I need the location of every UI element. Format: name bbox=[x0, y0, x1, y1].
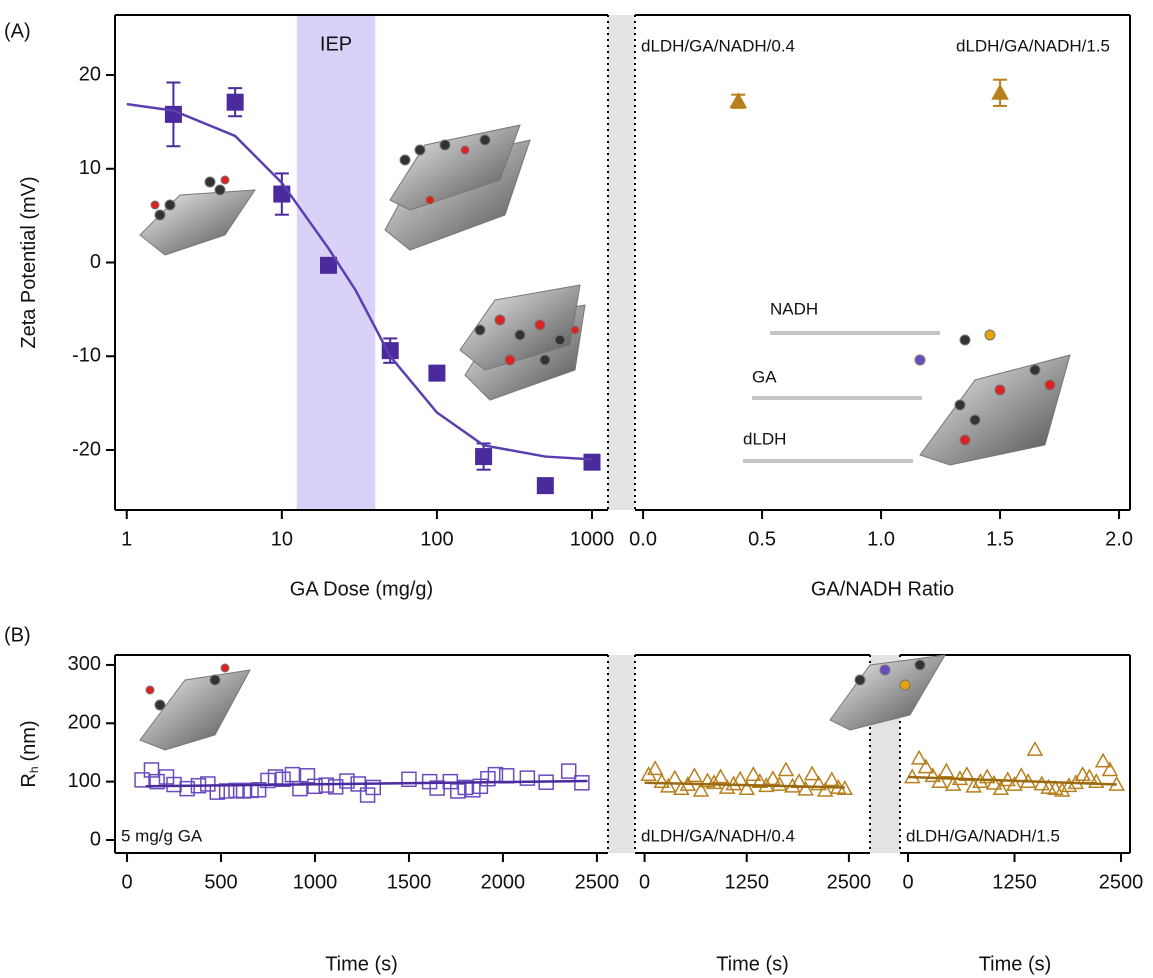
annotation: dLDH/GA/NADH/0.4 bbox=[641, 36, 795, 55]
data-point bbox=[227, 94, 243, 110]
data-point bbox=[321, 257, 337, 273]
x-tick-label: 10 bbox=[271, 528, 293, 550]
y-axis-label-main: Zeta Potential (mV) bbox=[18, 176, 40, 348]
x-tick-label: 0 bbox=[902, 871, 913, 893]
annotation: dLDH/GA/NADH/1.5 bbox=[956, 36, 1110, 55]
figure: (A) (B) IEP1101001000-20-1001020GA Dose … bbox=[0, 0, 1153, 978]
x-axis-label: Time (s) bbox=[716, 953, 789, 975]
illustration-label: GA bbox=[752, 367, 777, 386]
x-tick-label: 0.0 bbox=[629, 528, 657, 550]
data-point bbox=[575, 776, 589, 790]
x-tick-label: 2500 bbox=[575, 871, 620, 893]
y-axis-label: Zeta Potential (mV) bbox=[18, 176, 40, 348]
y-tick-label: 200 bbox=[68, 712, 101, 734]
x-tick-label: 2000 bbox=[481, 871, 526, 893]
data-point bbox=[1103, 763, 1117, 776]
y-tick-label: 10 bbox=[79, 157, 101, 179]
x-tick-label: 0 bbox=[121, 871, 132, 893]
data-point bbox=[805, 767, 819, 780]
y-tick-label: 300 bbox=[68, 653, 101, 675]
panel-label: (A) bbox=[4, 20, 31, 42]
x-tick-label: 2500 bbox=[1099, 871, 1144, 893]
y-tick-label: 0 bbox=[90, 828, 101, 850]
y-tick-label: -20 bbox=[72, 438, 101, 460]
x-axis-label: GA/NADH Ratio bbox=[811, 578, 954, 600]
plate bbox=[140, 190, 255, 255]
data-point bbox=[1028, 743, 1042, 756]
plate bbox=[920, 355, 1070, 465]
data-point bbox=[714, 770, 728, 783]
y-tick-label: 20 bbox=[79, 63, 101, 85]
x-tick-label: 1250 bbox=[992, 871, 1037, 893]
x-tick-label: 1000 bbox=[570, 528, 615, 550]
x-tick-label: 1 bbox=[121, 528, 132, 550]
x-tick-label: 1.0 bbox=[867, 528, 895, 550]
data-point bbox=[939, 764, 953, 777]
y-axis-label-unit: (nm) bbox=[18, 720, 40, 761]
x-tick-label: 100 bbox=[420, 528, 453, 550]
gap bbox=[608, 655, 635, 853]
x-tick-label: 2.0 bbox=[1105, 528, 1133, 550]
y-axis-label-subscript: h bbox=[27, 766, 41, 773]
x-tick-label: 0.5 bbox=[748, 528, 776, 550]
data-point bbox=[537, 478, 553, 494]
data-point bbox=[562, 764, 576, 778]
x-tick-label: 1250 bbox=[724, 871, 769, 893]
region-label: IEP bbox=[320, 33, 352, 55]
data-point bbox=[210, 785, 224, 799]
plate bbox=[140, 670, 250, 750]
x-axis-label: GA Dose (mg/g) bbox=[290, 578, 433, 600]
data-point bbox=[779, 763, 793, 776]
data-point bbox=[429, 365, 445, 381]
y-tick-label: 0 bbox=[90, 251, 101, 273]
data-point bbox=[648, 762, 662, 775]
gap bbox=[608, 15, 635, 510]
x-tick-label: 0 bbox=[639, 871, 650, 893]
y-axis-label: Rh (nm) bbox=[18, 720, 41, 787]
illustration-label: dLDH bbox=[743, 429, 786, 448]
y-tick-label: -10 bbox=[72, 345, 101, 367]
x-tick-label: 500 bbox=[204, 871, 237, 893]
data-point bbox=[799, 782, 813, 795]
x-axis-label: Time (s) bbox=[979, 953, 1052, 975]
data-point bbox=[584, 454, 600, 470]
illustrations bbox=[140, 125, 1070, 750]
x-tick-label: 1.5 bbox=[986, 528, 1014, 550]
x-tick-label: 1500 bbox=[387, 871, 432, 893]
annotation: dLDH/GA/NADH/0.4 bbox=[641, 826, 795, 845]
data-point bbox=[135, 773, 149, 787]
y-tick-label: 100 bbox=[68, 770, 101, 792]
y-axis-label-main: R bbox=[18, 773, 40, 787]
data-point bbox=[476, 449, 492, 465]
data-point bbox=[274, 186, 290, 202]
data-point bbox=[285, 768, 299, 782]
x-tick-label: 1000 bbox=[293, 871, 338, 893]
annotation: dLDH/GA/NADH/1.5 bbox=[906, 826, 1060, 845]
panel-label: (B) bbox=[4, 624, 31, 646]
illustration-label: NADH bbox=[770, 299, 818, 318]
x-tick-label: 2500 bbox=[827, 871, 872, 893]
x-axis-label: Time (s) bbox=[325, 953, 398, 975]
data-point bbox=[992, 85, 1008, 99]
annotation: 5 mg/g GA bbox=[121, 826, 203, 845]
